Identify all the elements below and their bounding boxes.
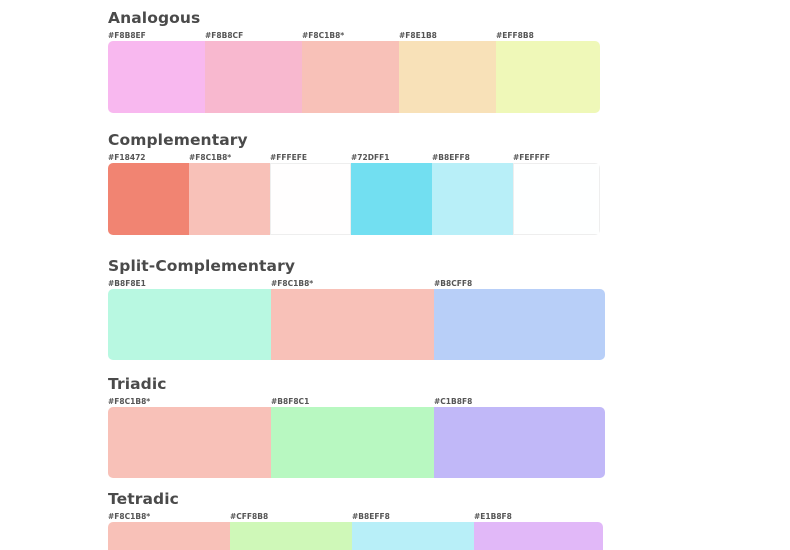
- hex-label[interactable]: #F8C1B8*: [271, 279, 314, 288]
- hex-label[interactable]: #F8B8EF: [108, 31, 146, 40]
- hex-labels: #F8B8EF #F8B8CF #F8C1B8* #F8E1B8 #EFF8B8: [108, 31, 600, 41]
- hex-label[interactable]: #B8F8E1: [108, 279, 146, 288]
- scheme-title: Split-Complementary: [108, 257, 296, 275]
- hex-label[interactable]: #72DFF1: [351, 153, 390, 162]
- hex-label[interactable]: #F18472: [108, 153, 146, 162]
- hex-labels: #B8F8E1 #F8C1B8* #B8CFF8: [108, 279, 605, 289]
- hex-label[interactable]: #CFF8B8: [230, 512, 269, 521]
- color-swatch[interactable]: [270, 163, 351, 235]
- hex-label[interactable]: #F8C1B8*: [108, 512, 151, 521]
- color-swatch[interactable]: [108, 41, 205, 113]
- hex-label[interactable]: #B8F8C1: [271, 397, 310, 406]
- color-swatch[interactable]: [434, 289, 605, 360]
- color-swatch[interactable]: [189, 163, 270, 235]
- color-swatch[interactable]: [351, 163, 432, 235]
- color-swatch[interactable]: [432, 163, 513, 235]
- hex-label[interactable]: #C1B8F8: [434, 397, 473, 406]
- swatch-row: [108, 289, 605, 360]
- hex-label[interactable]: #F8C1B8*: [108, 397, 151, 406]
- swatch-row: [108, 522, 603, 550]
- color-swatch[interactable]: [108, 289, 271, 360]
- color-swatch[interactable]: [434, 407, 605, 478]
- color-swatch[interactable]: [474, 522, 603, 550]
- scheme-title: Triadic: [108, 375, 167, 393]
- color-swatch[interactable]: [271, 289, 434, 360]
- hex-label[interactable]: #F8B8CF: [205, 31, 244, 40]
- color-swatch[interactable]: [108, 407, 271, 478]
- swatch-row: [108, 163, 600, 235]
- color-swatch[interactable]: [108, 163, 189, 235]
- hex-label[interactable]: #FEFFFF: [513, 153, 551, 162]
- hex-label[interactable]: #B8EFF8: [432, 153, 470, 162]
- color-swatch[interactable]: [205, 41, 302, 113]
- hex-labels: #F18472 #F8C1B8* #FFFEFE #72DFF1 #B8EFF8…: [108, 153, 600, 163]
- color-swatch[interactable]: [230, 522, 352, 550]
- color-swatch[interactable]: [302, 41, 399, 113]
- scheme-title: Complementary: [108, 131, 248, 149]
- color-swatch[interactable]: [108, 522, 230, 550]
- hex-label[interactable]: #B8EFF8: [352, 512, 390, 521]
- hex-label[interactable]: #B8CFF8: [434, 279, 473, 288]
- hex-label[interactable]: #F8C1B8*: [302, 31, 345, 40]
- color-swatch[interactable]: [513, 163, 600, 235]
- swatch-row: [108, 41, 600, 113]
- hex-labels: #F8C1B8* #B8F8C1 #C1B8F8: [108, 397, 605, 407]
- color-swatch[interactable]: [271, 407, 434, 478]
- swatch-row: [108, 407, 605, 478]
- hex-label[interactable]: #F8C1B8*: [189, 153, 232, 162]
- hex-label[interactable]: #E1B8F8: [474, 512, 512, 521]
- hex-label[interactable]: #F8E1B8: [399, 31, 437, 40]
- hex-labels: #F8C1B8* #CFF8B8 #B8EFF8 #E1B8F8: [108, 512, 603, 522]
- hex-label[interactable]: #EFF8B8: [496, 31, 534, 40]
- scheme-title: Analogous: [108, 9, 201, 27]
- scheme-title: Tetradic: [108, 490, 179, 508]
- color-swatch[interactable]: [496, 41, 600, 113]
- hex-label[interactable]: #FFFEFE: [270, 153, 308, 162]
- color-swatch[interactable]: [352, 522, 474, 550]
- color-swatch[interactable]: [399, 41, 496, 113]
